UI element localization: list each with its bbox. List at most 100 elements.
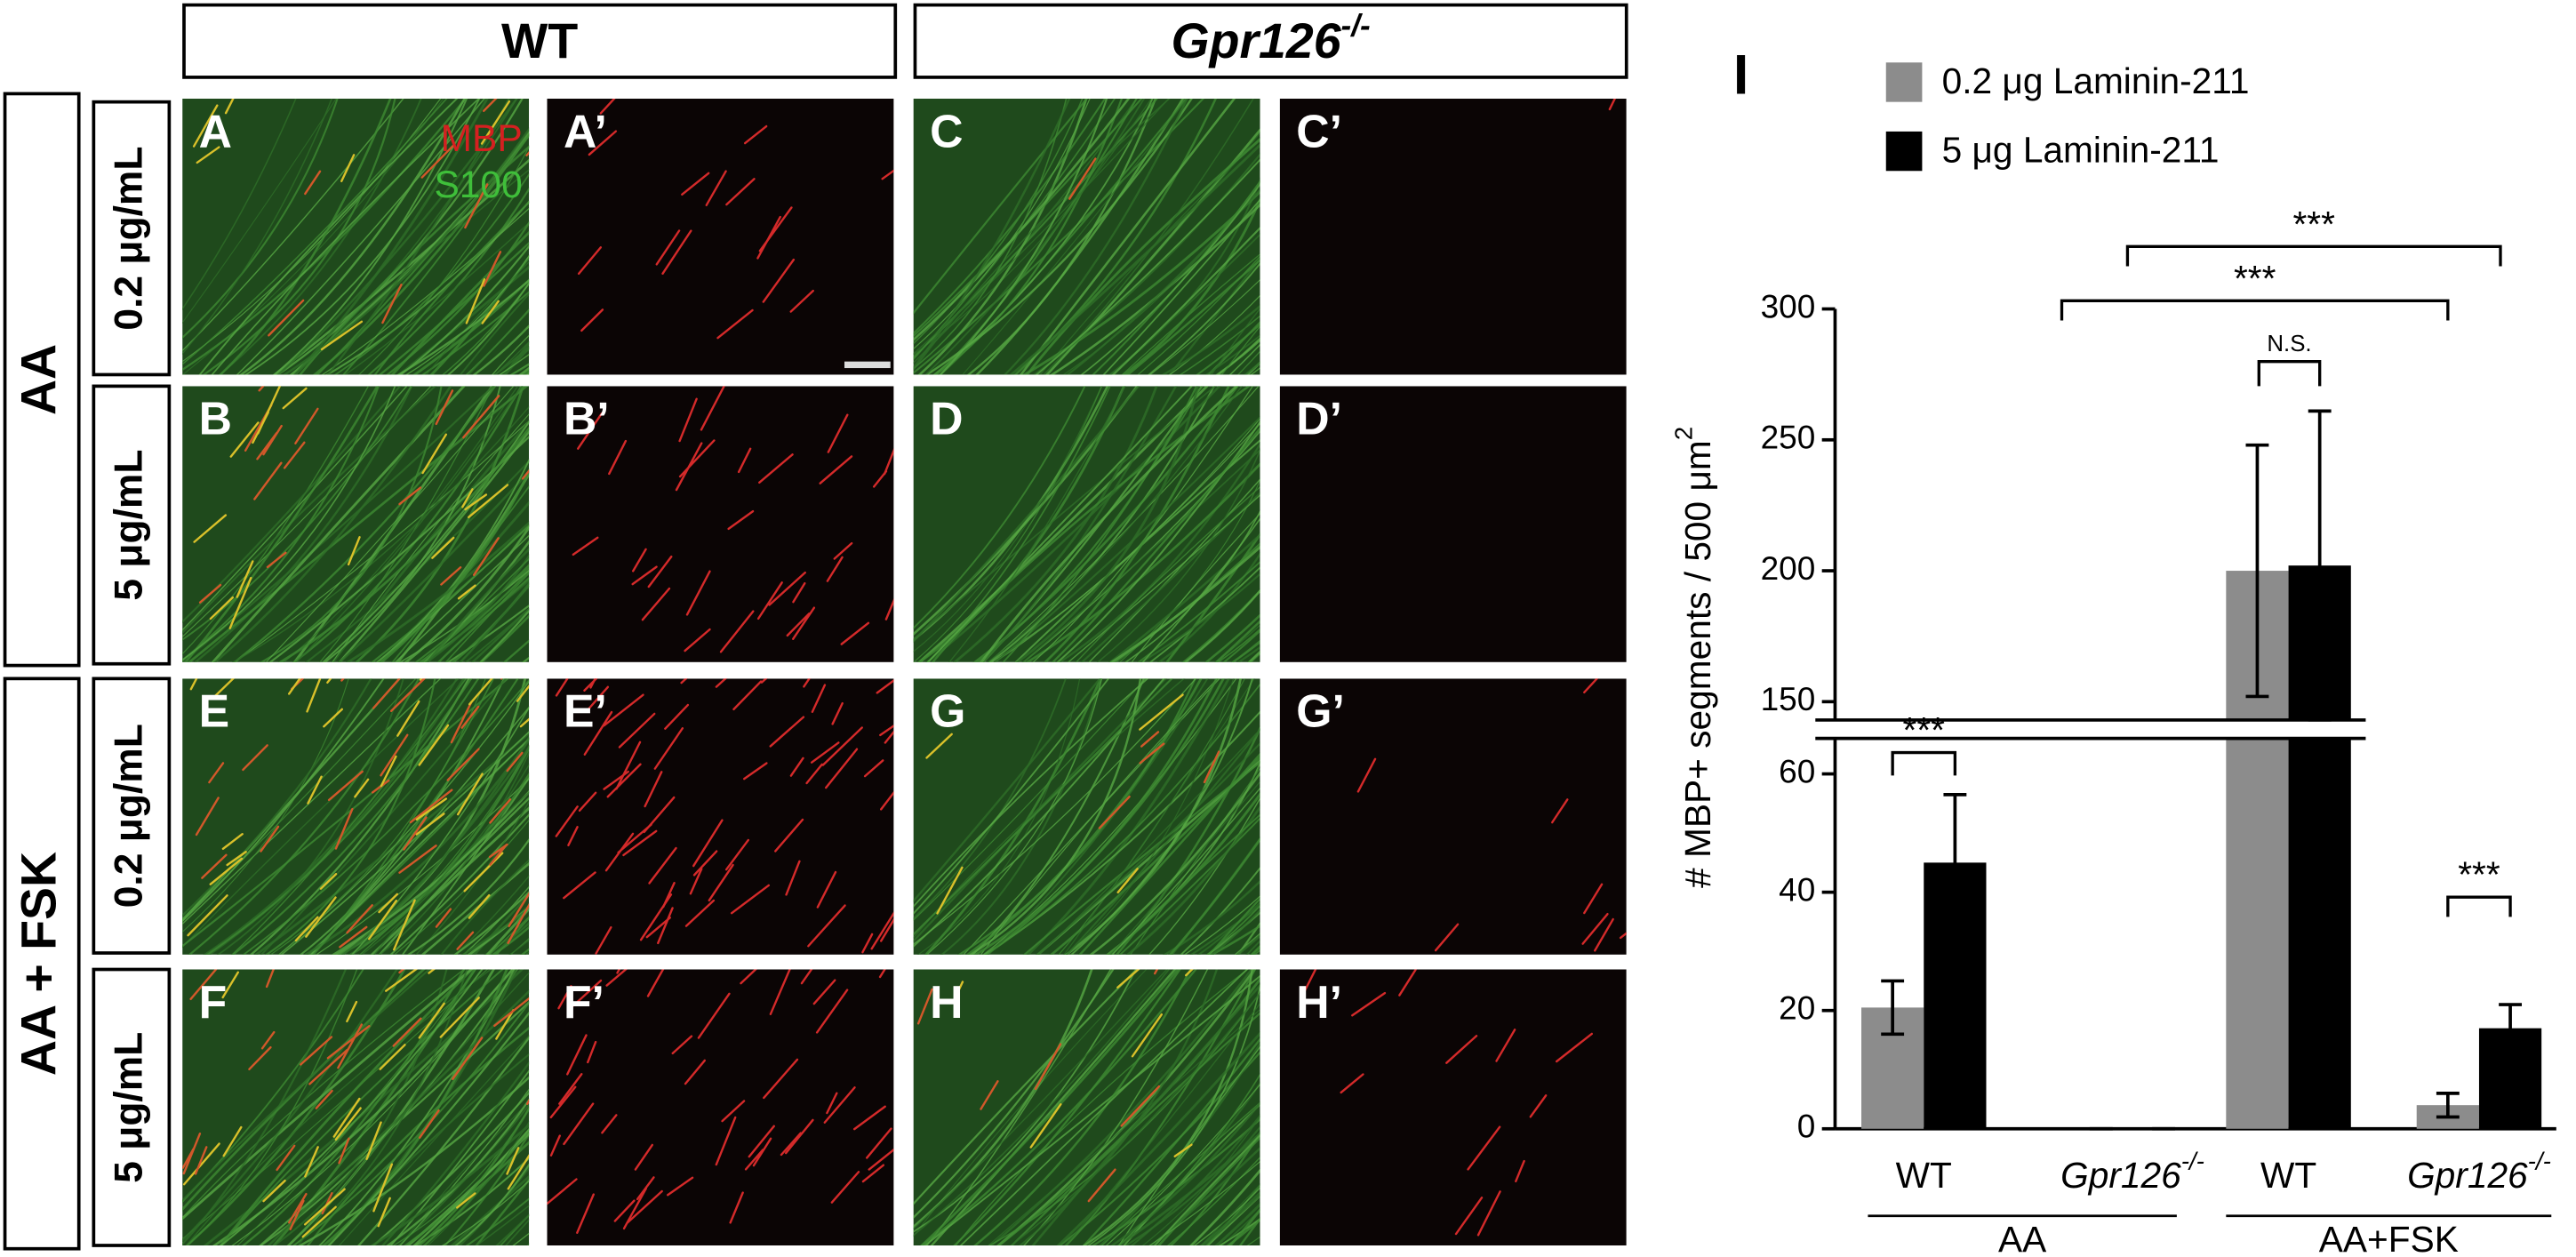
fiber (211, 98, 480, 375)
myelin-segment (868, 1148, 894, 1171)
fiber (1131, 512, 1260, 662)
myelin-segment (634, 1143, 654, 1171)
myelin-segment (684, 628, 711, 653)
fiber (1230, 639, 1260, 662)
fiber (444, 572, 530, 662)
fiber (935, 98, 1138, 375)
myelin-segment (262, 1179, 286, 1203)
myelin-segment (268, 299, 305, 337)
fiber (980, 386, 1239, 662)
fiber (267, 989, 530, 1246)
myelin-segment (439, 997, 480, 1038)
fiber (299, 678, 506, 955)
myelin-segment (1300, 969, 1317, 998)
myelin-segment (884, 598, 894, 620)
fiber (913, 969, 1171, 1237)
fiber (399, 244, 530, 375)
error-bar (1881, 979, 1905, 1037)
myelin-segment (456, 1192, 476, 1209)
fiber (1161, 304, 1260, 375)
myelin-segment (508, 892, 530, 927)
myelin-segment (288, 678, 301, 695)
myelin-segment (340, 154, 356, 182)
fiber (1148, 261, 1260, 375)
myelin-segment (1619, 932, 1627, 940)
micrograph (547, 678, 894, 955)
fiber (1137, 560, 1260, 662)
fiber (1049, 756, 1260, 955)
fiber (1022, 429, 1260, 662)
x-tick-label: WT (1896, 1155, 1952, 1196)
fiber (1196, 323, 1260, 375)
myelin-segment (586, 685, 610, 712)
myelin-segment (647, 555, 673, 588)
myelin-segment (925, 733, 953, 759)
myelin-segment (393, 899, 416, 951)
fiber (1025, 138, 1260, 375)
significance-label: *** (1903, 709, 1946, 750)
myelin-segment (187, 894, 228, 937)
myelin-segment (303, 1188, 346, 1226)
myelin-segment (737, 447, 752, 474)
fiber (1043, 386, 1230, 662)
panel-letter: F (199, 976, 228, 1028)
myelin-segment (555, 805, 579, 837)
y-tick-label: 60 (1779, 753, 1815, 789)
fiber (498, 353, 530, 375)
fiber (444, 1133, 530, 1246)
panel-letter: D’ (1296, 393, 1342, 444)
fiber (276, 98, 518, 375)
fiber (182, 386, 437, 635)
fiber (372, 1091, 530, 1246)
myelin-segment (883, 447, 894, 476)
myelin-segment (705, 170, 727, 207)
fiber (987, 386, 1243, 662)
myelin-segment (756, 215, 781, 260)
myelin-segment (1551, 798, 1569, 824)
myelin-segment (257, 386, 282, 435)
fiber (280, 731, 530, 955)
fiber (1214, 624, 1260, 662)
fiber (182, 386, 370, 655)
fiber (913, 98, 1091, 350)
fiber (331, 789, 530, 955)
fiber (459, 585, 530, 662)
error-bar (2245, 443, 2269, 699)
fiber (236, 969, 476, 1246)
myelin-segment (566, 1034, 588, 1076)
fiber (1236, 645, 1260, 662)
fiber (420, 861, 530, 955)
row-label: 0.2 μg/mL (108, 724, 151, 908)
fiber (219, 98, 422, 375)
myelin-segment (304, 170, 322, 196)
myelin-segment (525, 1099, 530, 1105)
fiber (913, 678, 1165, 948)
fiber (292, 386, 523, 662)
fiber (1180, 866, 1260, 955)
myelin-segment (880, 790, 894, 811)
fiber (1096, 448, 1260, 662)
fiber (182, 678, 385, 923)
fiber (1021, 189, 1260, 375)
myelin-segment (209, 596, 235, 620)
fiber (508, 939, 530, 955)
significance-label: *** (2458, 854, 2500, 895)
fiber (338, 429, 530, 662)
myelin-segment (639, 893, 673, 941)
fiber (394, 534, 530, 662)
fiber (295, 169, 530, 375)
myelin-segment (334, 1107, 362, 1141)
fiber (975, 98, 1185, 375)
fiber (988, 991, 1260, 1246)
fiber (268, 435, 530, 662)
micrograph-bg (1279, 678, 1627, 955)
myelin-segment (748, 1125, 775, 1158)
column-header: Gpr126-/- (1171, 9, 1370, 68)
fiber (1168, 837, 1260, 955)
fiber (424, 554, 530, 662)
group-label: AA+FSK (2319, 1219, 2459, 1257)
fiber (913, 98, 1068, 370)
fiber (1035, 158, 1260, 375)
fiber (332, 413, 530, 662)
fiber (1204, 613, 1260, 662)
